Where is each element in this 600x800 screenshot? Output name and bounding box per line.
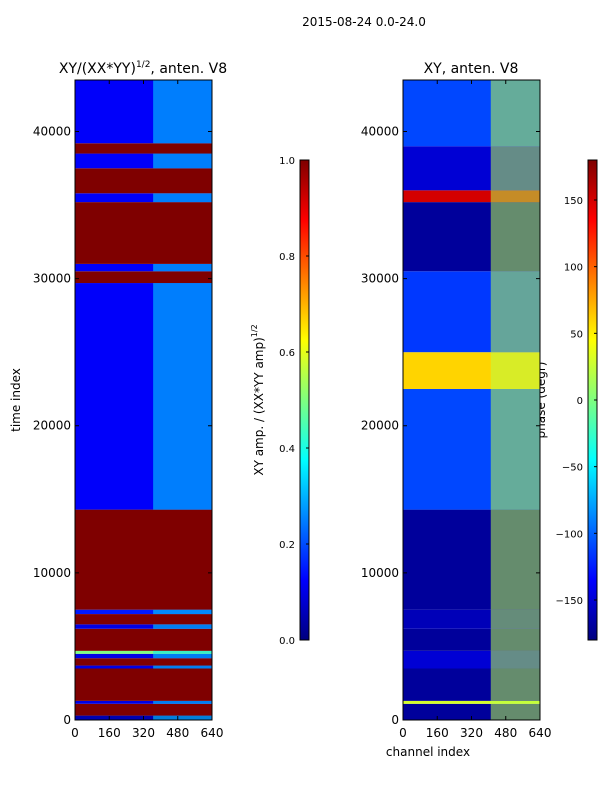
left-heatmap-band xyxy=(75,628,212,651)
right-colorbar-tick-label: −100 xyxy=(556,529,583,540)
left-y-tick-label: 20000 xyxy=(33,419,71,433)
left-heatmap-band xyxy=(75,509,212,610)
right-active-channel-region xyxy=(490,202,540,272)
left-active-channel-region xyxy=(153,263,212,272)
right-x-tick-label: 320 xyxy=(460,726,483,740)
right-active-channel-region xyxy=(490,609,540,629)
right-x-tick-label: 160 xyxy=(426,726,449,740)
colorbar-layer: 0.0 0.2 0.4 0.6 0.8 1.0 150 100 50 0 −50 −100 −150 xyxy=(279,156,598,647)
left-y-tick-label: 10000 xyxy=(33,566,71,580)
left-active-channel-region xyxy=(153,624,212,629)
right-heatmap-band xyxy=(403,190,540,203)
left-heatmap-layer: 0 160 320 480 640 0 10000 20000 30000 40000 xyxy=(33,79,224,740)
left-heatmap-band xyxy=(75,650,212,654)
left-y-axis-label: time index xyxy=(9,368,23,432)
right-y-tick-label: 20000 xyxy=(361,419,399,433)
right-y-tick-label: 10000 xyxy=(361,566,399,580)
left-colorbar-tick-label: 0.2 xyxy=(279,540,295,551)
left-heatmap-band xyxy=(75,609,212,615)
right-heatmap-layer: 0 160 320 480 640 0 10000 20000 30000 40000 xyxy=(361,79,552,740)
right-active-channel-region xyxy=(490,700,540,704)
right-colorbar-tick-label: −150 xyxy=(556,596,583,607)
left-active-channel-region xyxy=(153,650,212,654)
right-heatmap-band xyxy=(403,700,540,704)
left-heatmap-band xyxy=(75,703,212,716)
left-colorbar-tick-label: 0.6 xyxy=(279,348,295,359)
left-y-tick-label: 0 xyxy=(63,713,71,727)
left-heatmap-band xyxy=(75,193,212,203)
left-colorbar-tick-label: 0.8 xyxy=(279,252,295,263)
right-colorbar-tick-label: 50 xyxy=(570,329,583,340)
left-active-channel-region xyxy=(153,80,212,144)
left-title-rest: , anten. V8 xyxy=(150,61,227,77)
right-chart-title: XY, anten. V8 xyxy=(424,61,519,77)
left-active-channel-region xyxy=(153,715,212,720)
left-heatmap-band xyxy=(75,614,212,625)
right-active-channel-region xyxy=(490,352,540,389)
right-active-channel-region xyxy=(490,388,540,510)
left-active-channel-region xyxy=(153,609,212,615)
left-active-channel-region xyxy=(153,700,212,704)
left-colorbar-label: XY amp. / (XX*YY amp)1/2 xyxy=(250,324,266,475)
left-x-tick-label: 320 xyxy=(132,726,155,740)
right-active-channel-region xyxy=(490,80,540,147)
right-x-tick-label: 480 xyxy=(494,726,517,740)
left-heatmap-band xyxy=(75,700,212,704)
left-heatmap-band xyxy=(75,653,212,659)
left-heatmap-band xyxy=(75,668,212,701)
right-active-channel-region xyxy=(490,146,540,191)
left-y-tick-label: 40000 xyxy=(33,124,71,138)
right-colorbar-tick-label: −50 xyxy=(562,463,583,474)
right-x-tick-label: 0 xyxy=(399,726,407,740)
right-active-channel-region xyxy=(490,509,540,610)
right-colorbar-tick-label: 150 xyxy=(564,196,583,207)
right-colorbar-tick-label: 100 xyxy=(564,263,583,274)
right-active-channel-region xyxy=(490,190,540,203)
left-colorbar-tick-label: 0.4 xyxy=(279,444,295,455)
left-x-tick-label: 640 xyxy=(201,726,224,740)
right-active-channel-region xyxy=(490,703,540,720)
right-x-tick-label: 640 xyxy=(529,726,552,740)
right-active-channel-region xyxy=(490,650,540,669)
left-active-channel-region xyxy=(153,283,212,510)
left-active-channel-region xyxy=(153,193,212,203)
left-heatmap-band xyxy=(75,143,212,154)
left-heatmap-band xyxy=(75,665,212,669)
left-x-tick-label: 0 xyxy=(71,726,79,740)
left-colorbar-tick-label: 0.0 xyxy=(279,636,295,647)
left-heatmap-band xyxy=(75,168,212,194)
left-colorbar-label-base: XY amp. / (XX*YY amp) xyxy=(252,337,266,475)
left-y-tick-label: 30000 xyxy=(33,272,71,286)
left-heatmap-band xyxy=(75,263,212,272)
left-active-channel-region xyxy=(153,665,212,669)
right-active-channel-region xyxy=(490,668,540,701)
left-title-base: XY/(XX*YY) xyxy=(59,61,136,77)
left-chart-title: XY/(XX*YY)1/2, anten. V8 xyxy=(59,60,227,77)
right-colorbar-tick-label: 0 xyxy=(577,396,583,407)
right-y-tick-label: 0 xyxy=(391,713,399,727)
left-active-channel-region xyxy=(153,153,212,169)
left-title-exp: 1/2 xyxy=(136,60,150,70)
left-heatmap-band xyxy=(75,624,212,629)
left-colorbar-tick-label: 1.0 xyxy=(279,156,295,167)
figure-suptitle: 2015-08-24 0.0-24.0 xyxy=(302,15,426,29)
left-active-channel-region xyxy=(153,653,212,659)
left-colorbar xyxy=(299,159,310,641)
right-active-channel-region xyxy=(490,271,540,353)
left-x-tick-label: 480 xyxy=(166,726,189,740)
right-y-tick-label: 30000 xyxy=(361,272,399,286)
left-heatmap-band xyxy=(75,271,212,284)
right-y-tick-label: 40000 xyxy=(361,124,399,138)
right-x-axis-label: channel index xyxy=(386,745,470,759)
left-heatmap-band xyxy=(75,658,212,666)
left-colorbar-label-exp: 1/2 xyxy=(250,324,259,337)
left-x-tick-label: 160 xyxy=(98,726,121,740)
left-heatmap-band xyxy=(75,202,212,264)
right-active-channel-region xyxy=(490,628,540,651)
